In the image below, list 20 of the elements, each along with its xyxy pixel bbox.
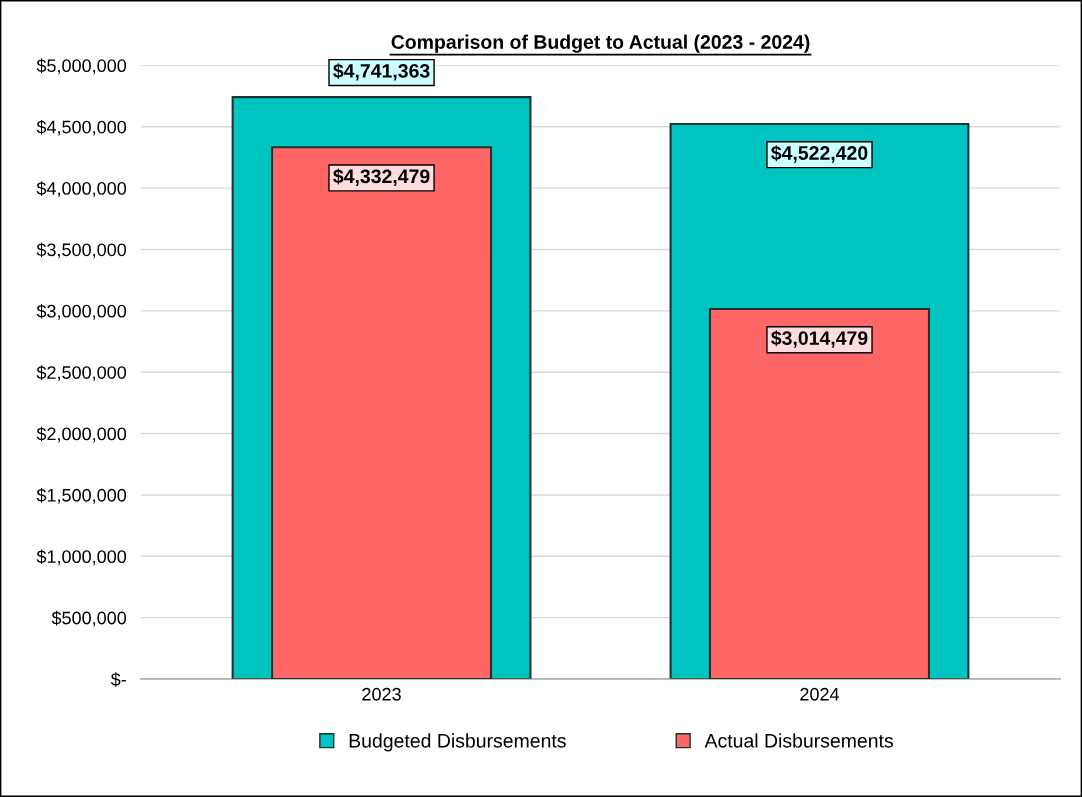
y-tick-label: $- bbox=[110, 672, 126, 687]
legend-label: Actual Disbursements bbox=[704, 733, 893, 748]
data-label: $4,522,420 bbox=[771, 145, 868, 163]
data-label: $4,741,363 bbox=[333, 63, 430, 81]
y-tick-label: $5,000,000 bbox=[36, 58, 127, 75]
y-tick-label: $4,000,000 bbox=[36, 181, 127, 197]
y-tick-label: $3,000,000 bbox=[36, 304, 127, 320]
y-tick-label: $3,500,000 bbox=[36, 242, 127, 259]
legend-label: Budgeted Disbursements bbox=[349, 733, 566, 752]
data-label: $3,014,479 bbox=[771, 330, 868, 348]
x-tick-label: 2023 bbox=[362, 687, 401, 701]
chart-title: Comparison of Budget to Actual (2023 - 2024) bbox=[391, 34, 810, 53]
y-tick-label: $2,000,000 bbox=[36, 426, 127, 443]
y-tick-label: $500,000 bbox=[51, 610, 127, 627]
y-tick-label: $4,500,000 bbox=[36, 119, 127, 136]
y-tick-label: $2,500,000 bbox=[36, 365, 127, 382]
data-label: $4,332,479 bbox=[333, 168, 430, 187]
x-tick-label: 2024 bbox=[800, 687, 840, 701]
y-tick-label: $1,000,000 bbox=[36, 549, 127, 566]
y-tick-label: $1,500,000 bbox=[36, 488, 127, 504]
